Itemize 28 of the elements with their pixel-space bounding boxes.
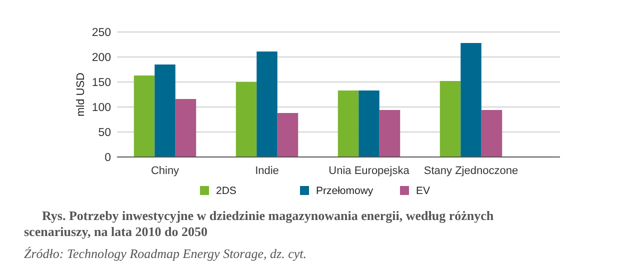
legend-label: Przełomowy <box>316 185 374 198</box>
bar <box>460 43 482 157</box>
bar <box>256 52 278 157</box>
text: Źródło: Technology Roadmap Energy Storage, dz. cyt. <box>24 246 306 261</box>
y-tick-label: 0 <box>104 152 111 164</box>
legend-label: EV <box>416 185 430 198</box>
bar <box>277 113 298 157</box>
bar <box>134 76 155 157</box>
y-tick-label: 50 <box>98 127 111 140</box>
x-tick-label: Stany Zjednoczone <box>424 165 518 177</box>
x-tick-label: Indie <box>255 165 279 177</box>
bar <box>379 110 400 157</box>
bar <box>481 110 502 157</box>
y-tick-label: 100 <box>92 102 111 114</box>
y-tick-label: 250 <box>92 27 111 40</box>
x-tick-label: Chiny <box>150 165 180 177</box>
y-tick-label: 200 <box>92 52 111 64</box>
bar <box>358 90 380 157</box>
y-tick-label: 150 <box>92 77 111 90</box>
legend-label: 2DS <box>216 185 236 198</box>
bar <box>236 82 257 157</box>
x-tick-label: Unia Europejska <box>328 165 410 177</box>
bar <box>154 64 176 157</box>
bar <box>175 99 196 157</box>
y-axis-title: mld USD <box>75 72 87 117</box>
text: Rys. Potrzeby inwestycyjne w dziedzinie magazynowania energii, według różnych scenariuszy, na lata 2010 do 2050 <box>24 208 494 239</box>
bar <box>440 81 461 157</box>
bar <box>338 90 359 157</box>
